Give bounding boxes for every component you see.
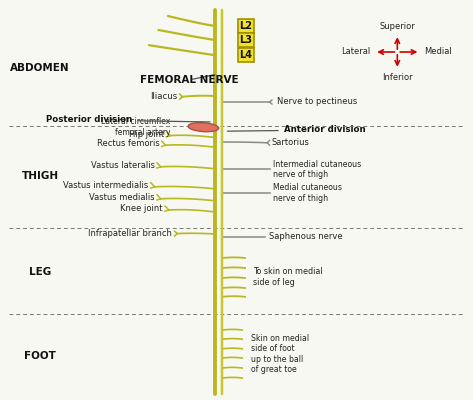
Text: FOOT: FOOT	[24, 351, 56, 361]
Text: Sartorius: Sartorius	[272, 138, 310, 147]
Text: Medial: Medial	[424, 48, 452, 56]
Text: Skin on medial
side of foot
up to the ball
of great toe: Skin on medial side of foot up to the ba…	[251, 334, 309, 374]
Text: Vastus lateralis: Vastus lateralis	[91, 161, 155, 170]
Text: L2: L2	[239, 21, 253, 31]
Text: Vastus medialis: Vastus medialis	[89, 193, 155, 202]
Text: LEG: LEG	[29, 267, 52, 277]
Text: Lateral circumflex
femoral artery: Lateral circumflex femoral artery	[101, 118, 170, 137]
Text: Infrapatellar branch: Infrapatellar branch	[88, 229, 172, 238]
Text: Inferior: Inferior	[382, 73, 412, 82]
Text: ABDOMEN: ABDOMEN	[10, 63, 70, 73]
Text: Posterior division: Posterior division	[46, 116, 210, 124]
Text: Medial cutaneous
nerve of thigh: Medial cutaneous nerve of thigh	[273, 184, 342, 203]
Text: Iliacus: Iliacus	[150, 92, 177, 101]
Text: Hip joint: Hip joint	[129, 130, 164, 139]
Text: L3: L3	[239, 35, 253, 45]
Text: Intermedial cutaneous
nerve of thigh: Intermedial cutaneous nerve of thigh	[273, 160, 362, 179]
Text: Lateral: Lateral	[341, 48, 370, 56]
Ellipse shape	[188, 123, 219, 132]
Text: FEMORAL NERVE: FEMORAL NERVE	[140, 74, 238, 85]
Text: Anterior division: Anterior division	[228, 126, 366, 134]
Text: Rectus femoris: Rectus femoris	[96, 140, 159, 148]
Text: Vastus intermedialis: Vastus intermedialis	[63, 181, 149, 190]
Text: Superior: Superior	[379, 22, 415, 31]
Text: Saphenous nerve: Saphenous nerve	[269, 232, 342, 241]
Text: THIGH: THIGH	[22, 171, 59, 181]
Text: To skin on medial
side of leg: To skin on medial side of leg	[253, 268, 323, 287]
Text: Knee joint: Knee joint	[120, 204, 163, 213]
Text: Nerve to pectineus: Nerve to pectineus	[277, 98, 357, 106]
Text: L4: L4	[239, 50, 253, 60]
